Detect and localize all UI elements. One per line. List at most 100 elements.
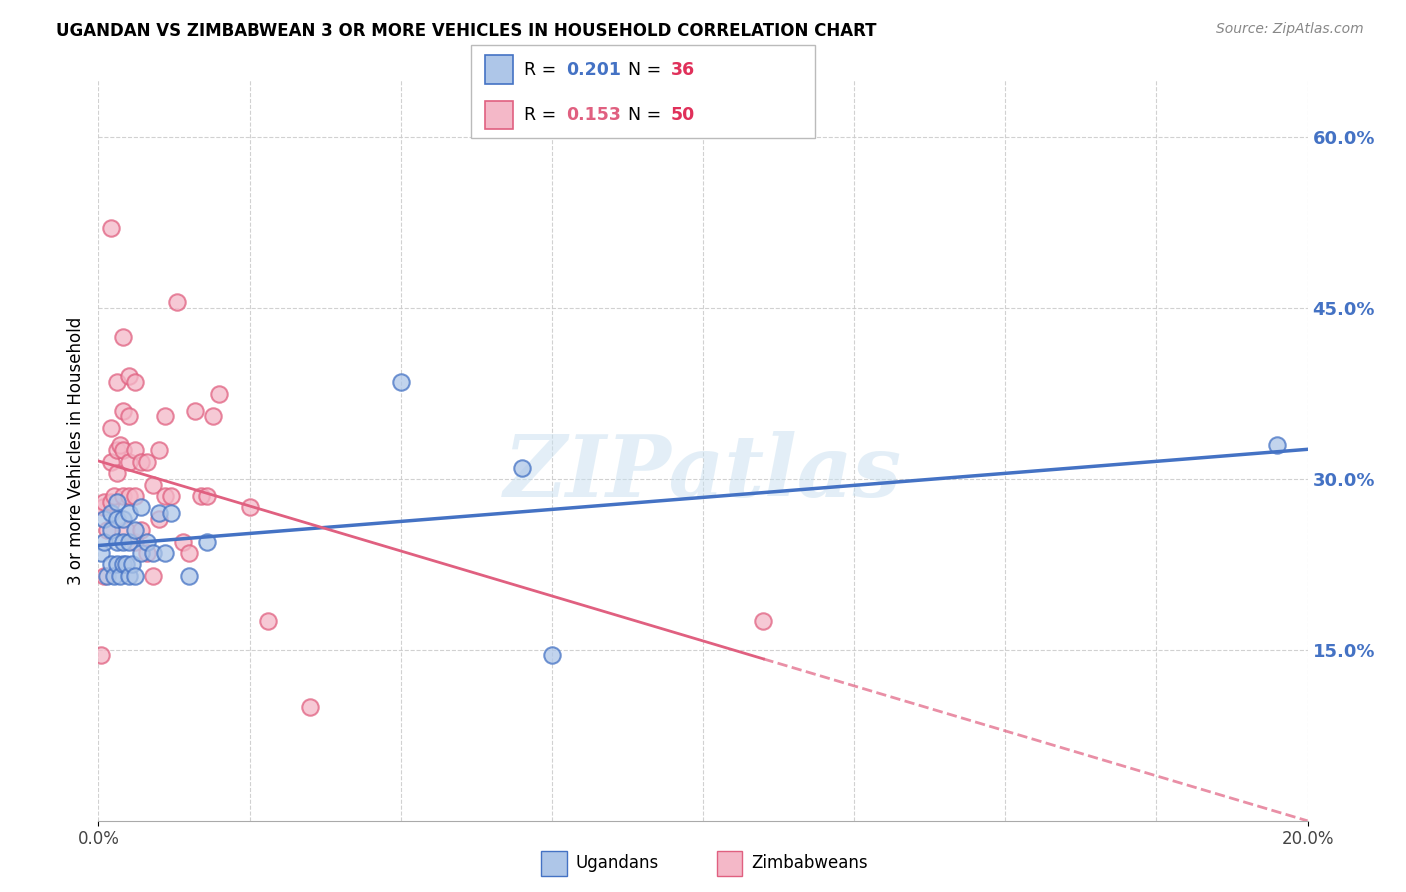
Point	[153, 409, 176, 424]
Point	[111, 403, 134, 417]
Point	[190, 489, 212, 503]
Point	[179, 568, 201, 582]
Text: Ugandans: Ugandans	[575, 855, 658, 872]
Point	[108, 568, 131, 582]
Point	[118, 506, 141, 520]
Point	[208, 386, 231, 401]
Point	[129, 500, 152, 515]
Point	[111, 329, 134, 343]
Point	[389, 375, 412, 389]
Point	[752, 615, 775, 629]
Point	[105, 467, 128, 481]
Text: ZIPatlas: ZIPatlas	[503, 431, 903, 515]
Point	[135, 546, 157, 560]
Point	[105, 494, 128, 508]
Point	[118, 455, 141, 469]
Point	[90, 546, 112, 560]
Point	[135, 455, 157, 469]
Point	[105, 558, 128, 572]
Point	[540, 648, 562, 663]
Point	[118, 568, 141, 582]
Point	[142, 568, 165, 582]
Point	[100, 455, 122, 469]
Point	[299, 699, 322, 714]
Point	[129, 455, 152, 469]
Point	[142, 546, 165, 560]
Text: R =: R =	[524, 106, 562, 124]
Point	[93, 494, 115, 508]
Point	[1267, 438, 1289, 452]
Point	[129, 546, 152, 560]
Point	[121, 558, 143, 572]
Point	[184, 403, 207, 417]
Point	[103, 489, 125, 503]
Text: Zimbabweans: Zimbabweans	[751, 855, 868, 872]
Text: 0.201: 0.201	[567, 61, 621, 78]
Point	[105, 443, 128, 458]
Text: R =: R =	[524, 61, 562, 78]
Point	[166, 295, 188, 310]
Point	[129, 523, 152, 537]
Point	[111, 489, 134, 503]
Point	[142, 477, 165, 491]
Point	[135, 534, 157, 549]
Point	[153, 489, 176, 503]
Point	[195, 534, 218, 549]
Point	[148, 506, 170, 520]
Point	[124, 443, 146, 458]
Point	[118, 534, 141, 549]
Point	[172, 534, 194, 549]
Point	[100, 221, 122, 235]
Point	[93, 512, 115, 526]
Point	[96, 523, 118, 537]
Point	[100, 558, 122, 572]
Point	[114, 558, 136, 572]
Point	[239, 500, 262, 515]
Point	[111, 443, 134, 458]
Text: 36: 36	[671, 61, 695, 78]
Point	[114, 523, 136, 537]
Point	[100, 523, 122, 537]
Point	[202, 409, 225, 424]
Point	[124, 568, 146, 582]
Text: 0.153: 0.153	[567, 106, 621, 124]
Point	[105, 534, 128, 549]
Point	[100, 420, 122, 434]
Point	[96, 568, 118, 582]
Point	[160, 489, 183, 503]
Point	[100, 506, 122, 520]
Text: N =: N =	[628, 61, 668, 78]
Point	[111, 512, 134, 526]
Point	[124, 489, 146, 503]
Point	[160, 506, 183, 520]
Point	[124, 523, 146, 537]
Text: 50: 50	[671, 106, 695, 124]
Point	[124, 534, 146, 549]
Point	[93, 534, 115, 549]
Point	[111, 534, 134, 549]
Text: Source: ZipAtlas.com: Source: ZipAtlas.com	[1216, 22, 1364, 37]
Point	[105, 375, 128, 389]
Point	[118, 409, 141, 424]
Point	[118, 369, 141, 384]
Point	[103, 568, 125, 582]
Text: N =: N =	[628, 106, 668, 124]
Point	[124, 375, 146, 389]
Point	[179, 546, 201, 560]
Point	[118, 489, 141, 503]
Point	[256, 615, 278, 629]
Text: UGANDAN VS ZIMBABWEAN 3 OR MORE VEHICLES IN HOUSEHOLD CORRELATION CHART: UGANDAN VS ZIMBABWEAN 3 OR MORE VEHICLES…	[56, 22, 877, 40]
Point	[108, 438, 131, 452]
Point	[105, 512, 128, 526]
Y-axis label: 3 or more Vehicles in Household: 3 or more Vehicles in Household	[66, 317, 84, 584]
Point	[100, 494, 122, 508]
Point	[148, 512, 170, 526]
Point	[510, 460, 533, 475]
Point	[195, 489, 218, 503]
Point	[111, 558, 134, 572]
Point	[90, 648, 112, 663]
Point	[153, 546, 176, 560]
Point	[93, 568, 115, 582]
Point	[91, 500, 114, 515]
Point	[148, 443, 170, 458]
